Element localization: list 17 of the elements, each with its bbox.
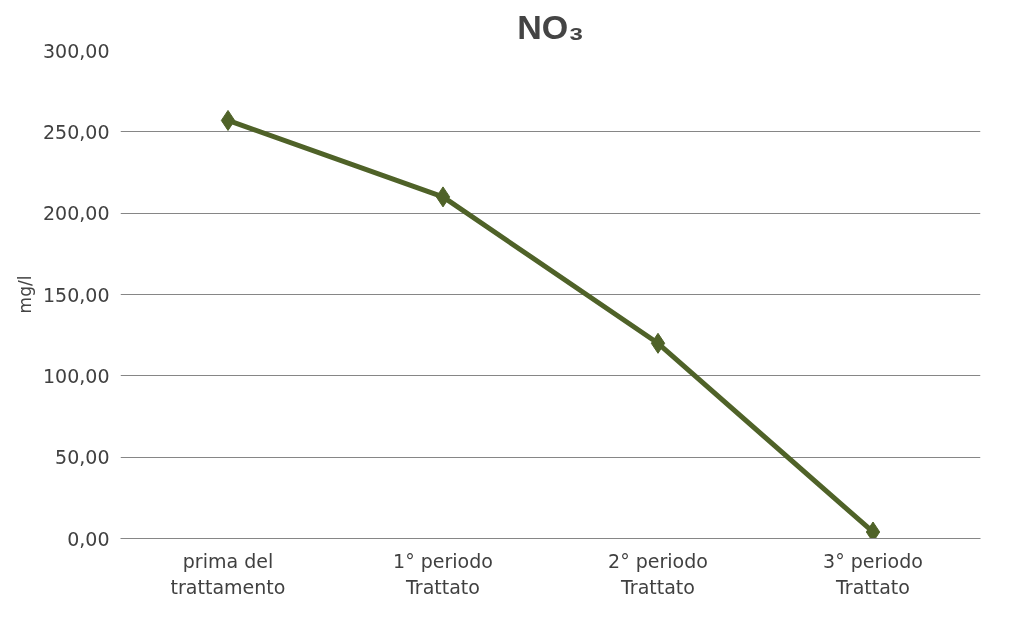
y-tick-label: 200,00 bbox=[43, 202, 110, 225]
x-tick-label: 1° periodo Trattato bbox=[393, 549, 493, 598]
x-tick-label: 3° periodo Trattato bbox=[823, 549, 923, 598]
y-tick-label: 300,00 bbox=[43, 39, 110, 62]
y-tick-label: 150,00 bbox=[43, 283, 110, 306]
y-tick-label: 50,00 bbox=[55, 446, 110, 469]
point bbox=[865, 521, 881, 539]
y-axis-title: mg/l bbox=[15, 275, 36, 314]
y-tick-label: 250,00 bbox=[43, 120, 110, 143]
point bbox=[650, 332, 666, 354]
x-tick-label: prima del trattamento bbox=[170, 549, 286, 598]
chart-title: NO₃ bbox=[517, 7, 584, 46]
point bbox=[220, 109, 236, 131]
point bbox=[435, 186, 451, 208]
y-tick-label: 100,00 bbox=[43, 364, 110, 387]
x-tick-label: 2° periodo Trattato bbox=[608, 549, 708, 598]
y-tick-label: 0,00 bbox=[67, 527, 110, 550]
